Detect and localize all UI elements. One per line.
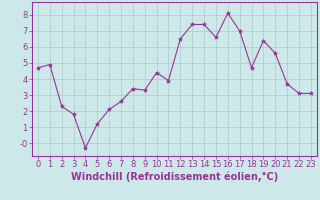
- X-axis label: Windchill (Refroidissement éolien,°C): Windchill (Refroidissement éolien,°C): [71, 172, 278, 182]
